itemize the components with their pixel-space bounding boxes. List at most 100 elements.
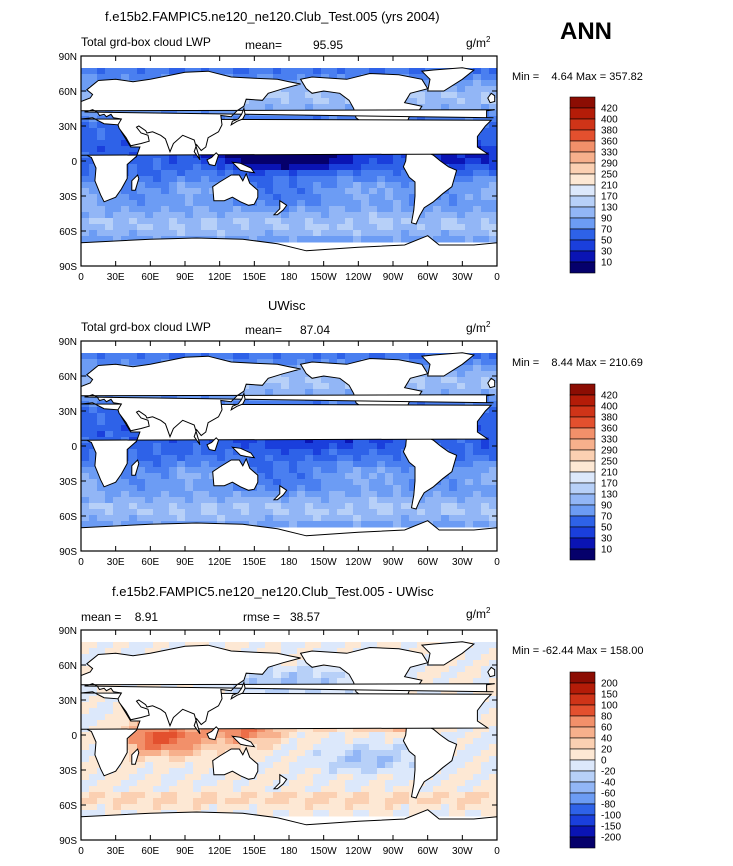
field-cell bbox=[385, 762, 394, 769]
field-cell bbox=[169, 164, 178, 171]
field-cell bbox=[201, 182, 210, 189]
field-cell bbox=[377, 485, 386, 492]
field-cell bbox=[185, 744, 194, 751]
field-cell bbox=[481, 768, 490, 775]
field-cell bbox=[385, 780, 394, 787]
field-cell bbox=[433, 804, 442, 811]
field-cell bbox=[409, 672, 418, 679]
field-cell bbox=[113, 509, 122, 516]
field-cell bbox=[121, 786, 130, 793]
field-cell bbox=[465, 666, 474, 673]
field-cell bbox=[225, 509, 234, 516]
field-cell bbox=[489, 206, 497, 213]
field-cell bbox=[481, 756, 490, 763]
field-cell bbox=[377, 768, 386, 775]
field-cell bbox=[457, 774, 466, 781]
field-cell bbox=[377, 236, 386, 243]
field-cell bbox=[297, 503, 306, 510]
field-cell bbox=[481, 158, 490, 165]
field-cell bbox=[249, 642, 258, 649]
field-cell bbox=[265, 74, 274, 81]
field-cell bbox=[313, 383, 322, 390]
field-cell bbox=[289, 389, 298, 396]
colorbar-label: 200 bbox=[601, 679, 618, 690]
field-cell bbox=[265, 744, 274, 751]
field-cell bbox=[121, 642, 130, 649]
field-cell bbox=[473, 497, 482, 504]
field-cell bbox=[185, 774, 194, 781]
colorbar-label: 170 bbox=[601, 479, 618, 490]
panel2-variable-label: Total grd-box cloud LWP bbox=[81, 320, 211, 334]
field-cell bbox=[441, 503, 450, 510]
field-cell bbox=[433, 786, 442, 793]
field-cell bbox=[81, 419, 90, 426]
panel1-mean-label: mean= bbox=[245, 38, 283, 52]
field-cell bbox=[481, 744, 490, 751]
field-cell bbox=[385, 218, 394, 225]
field-cell bbox=[105, 353, 114, 360]
field-cell bbox=[345, 158, 354, 165]
colorbar-swatch bbox=[569, 162, 596, 175]
field-cell bbox=[385, 212, 394, 219]
colorbar-swatch bbox=[569, 825, 596, 838]
field-cell bbox=[177, 792, 186, 799]
field-cell bbox=[377, 509, 386, 516]
field-cell bbox=[153, 68, 162, 75]
panel2-mean-label: mean= bbox=[245, 323, 283, 337]
field-cell bbox=[345, 182, 354, 189]
field-cell bbox=[217, 497, 226, 504]
field-cell bbox=[161, 455, 170, 462]
field-cell bbox=[105, 206, 114, 213]
field-cell bbox=[489, 353, 497, 360]
field-cell bbox=[89, 774, 98, 781]
field-cell bbox=[409, 68, 418, 75]
field-cell bbox=[345, 780, 354, 787]
field-cell bbox=[241, 389, 250, 396]
field-cell bbox=[377, 810, 386, 817]
field-cell bbox=[457, 152, 466, 159]
field-cell bbox=[393, 236, 402, 243]
field-cell bbox=[337, 467, 346, 474]
field-cell bbox=[409, 224, 418, 231]
field-cell bbox=[217, 443, 226, 450]
field-cell bbox=[337, 437, 346, 444]
field-cell bbox=[89, 696, 98, 703]
field-cell bbox=[457, 786, 466, 793]
field-cell bbox=[385, 206, 394, 213]
field-cell bbox=[121, 521, 130, 528]
field-cell bbox=[473, 176, 482, 183]
field-cell bbox=[265, 182, 274, 189]
field-cell bbox=[185, 750, 194, 757]
field-cell bbox=[321, 212, 330, 219]
colorbar-swatch bbox=[569, 129, 596, 142]
field-cell bbox=[105, 485, 114, 492]
field-cell bbox=[297, 206, 306, 213]
field-cell bbox=[137, 224, 146, 231]
field-cell bbox=[345, 164, 354, 171]
field-cell bbox=[305, 236, 314, 243]
field-cell bbox=[177, 170, 186, 177]
field-cell bbox=[185, 497, 194, 504]
field-cell bbox=[465, 359, 474, 366]
field-cell bbox=[481, 152, 490, 159]
field-cell bbox=[353, 68, 362, 75]
field-cell bbox=[169, 206, 178, 213]
field-cell bbox=[113, 696, 122, 703]
field-cell bbox=[313, 642, 322, 649]
field-cell bbox=[145, 455, 154, 462]
field-cell bbox=[329, 218, 338, 225]
field-cell bbox=[249, 218, 258, 225]
field-cell bbox=[297, 485, 306, 492]
field-cell bbox=[489, 164, 497, 171]
field-cell bbox=[177, 479, 186, 486]
field-cell bbox=[489, 176, 497, 183]
field-cell bbox=[257, 236, 266, 243]
field-cell bbox=[185, 449, 194, 456]
field-cell bbox=[249, 491, 258, 498]
field-cell bbox=[289, 485, 298, 492]
field-cell bbox=[265, 212, 274, 219]
field-cell bbox=[305, 732, 314, 739]
field-cell bbox=[265, 491, 274, 498]
field-cell bbox=[89, 509, 98, 516]
